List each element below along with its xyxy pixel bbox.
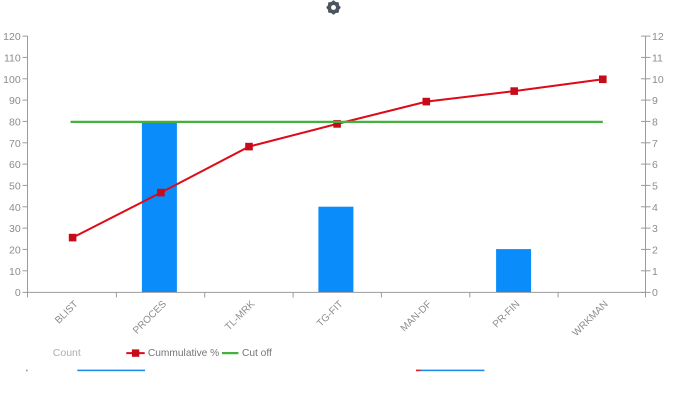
svg-text:2: 2 — [652, 245, 658, 257]
svg-text:120: 120 — [3, 31, 21, 43]
svg-text:8: 8 — [652, 117, 658, 129]
svg-text:Cut off: Cut off — [242, 348, 272, 359]
svg-text:9: 9 — [652, 95, 658, 107]
svg-text:3: 3 — [652, 223, 658, 235]
svg-text:10: 10 — [9, 266, 21, 278]
svg-text:70: 70 — [9, 138, 21, 150]
svg-text:0: 0 — [652, 287, 658, 299]
svg-text:5: 5 — [652, 181, 658, 193]
svg-text:40: 40 — [9, 202, 21, 214]
svg-text:10: 10 — [652, 74, 664, 86]
svg-text:12: 12 — [652, 31, 664, 43]
svg-text:Cummulative %: Cummulative % — [148, 348, 219, 359]
svg-text:4: 4 — [652, 202, 658, 214]
svg-text:50: 50 — [9, 181, 21, 193]
svg-text:1: 1 — [652, 266, 658, 278]
svg-text:7: 7 — [652, 138, 658, 150]
svg-text:Count: Count — [53, 347, 81, 359]
svg-text:6: 6 — [652, 159, 658, 171]
svg-text:60: 60 — [9, 159, 21, 171]
svg-text:20: 20 — [9, 245, 21, 257]
svg-text:110: 110 — [4, 53, 21, 65]
svg-text:30: 30 — [9, 223, 21, 235]
svg-text:11: 11 — [652, 53, 663, 65]
svg-text:0: 0 — [15, 287, 21, 299]
svg-text:90: 90 — [9, 95, 21, 107]
svg-text:100: 100 — [3, 74, 21, 86]
svg-text:80: 80 — [9, 117, 21, 129]
